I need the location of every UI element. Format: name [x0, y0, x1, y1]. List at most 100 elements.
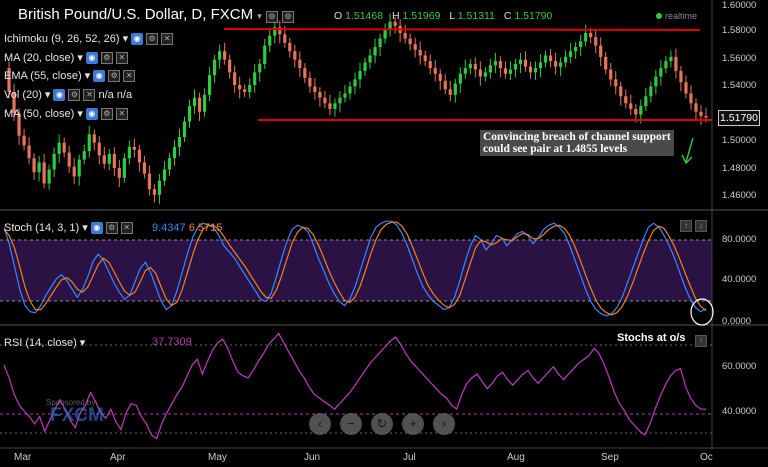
sponsored-label: Sponsored by — [46, 398, 96, 407]
candle-body — [669, 56, 673, 62]
candle-body — [263, 45, 267, 64]
candle-body — [488, 65, 492, 73]
scroll-right-button[interactable]: › — [433, 413, 455, 435]
realtime-dot-icon — [656, 13, 662, 19]
settings-icon[interactable]: ⚙ — [68, 88, 81, 101]
candle-body — [283, 34, 287, 43]
indicator-row-ma20[interactable]: MA (20, close) ▾ ◉ ⚙ ✕ — [4, 51, 128, 64]
close-icon[interactable]: ✕ — [115, 107, 128, 120]
indicator-row-ma50[interactable]: MA (50, close) ▾ ◉ ⚙ ✕ — [4, 107, 128, 120]
candle-body — [142, 162, 146, 174]
settings-icon[interactable]: ⚙ — [105, 221, 118, 234]
dropdown-icon[interactable]: ▾ — [122, 33, 129, 45]
settings-icon[interactable]: ⚙ — [100, 107, 113, 120]
reset-button[interactable]: ↻ — [371, 413, 393, 435]
candle-body — [213, 59, 217, 76]
candle-body — [288, 42, 292, 52]
close-icon[interactable]: ✕ — [123, 69, 136, 82]
candle-body — [548, 55, 553, 62]
x-tick-label: Mar — [14, 452, 32, 463]
eye-icon[interactable]: ◉ — [131, 32, 144, 45]
eye-icon[interactable]: ◉ — [93, 69, 106, 82]
candle-body — [448, 89, 452, 95]
eye-icon[interactable]: ◉ — [85, 107, 98, 120]
candle-body — [353, 79, 357, 87]
stoch-tick-label: 80.0000 — [722, 234, 757, 245]
candle-body — [57, 142, 61, 154]
candle-body — [383, 30, 387, 39]
y-tick-label: 1.54000 — [722, 80, 757, 91]
candle-body — [518, 59, 523, 64]
candle-body — [233, 72, 237, 86]
candle-body — [689, 93, 693, 104]
candle-body — [147, 173, 152, 190]
candle-body — [413, 44, 417, 50]
ohlc-open: 1.51468 — [345, 10, 384, 22]
candle-body — [313, 86, 317, 93]
close-icon[interactable]: ✕ — [115, 51, 128, 64]
settings-icon[interactable]: ⚙ — [100, 51, 113, 64]
dropdown-icon[interactable]: ▾ — [79, 337, 86, 349]
settings-icon[interactable]: ⚙ — [146, 32, 159, 45]
dropdown-icon[interactable]: ▾ — [44, 89, 51, 101]
candle-body — [493, 61, 497, 66]
ohlc-high: 1.51969 — [402, 10, 441, 22]
indicator-row-vol20[interactable]: Vol (20) ▾ ◉ ⚙ ✕ n/a n/a — [4, 88, 132, 101]
candle-body — [97, 142, 101, 156]
indicator-row-ema55[interactable]: EMA (55, close) ▾ ◉ ⚙ ✕ — [4, 69, 136, 82]
zoom-in-button[interactable]: + — [402, 413, 424, 435]
candle-body — [538, 62, 543, 69]
eye-icon[interactable]: ◉ — [53, 88, 66, 101]
candle-body — [558, 62, 563, 67]
candle-body — [528, 66, 533, 73]
close-icon[interactable]: ✕ — [161, 32, 174, 45]
dropdown-icon[interactable]: ▾ — [77, 52, 83, 64]
rsi-legend[interactable]: RSI (14, close) ▾ — [4, 336, 86, 350]
candle-body — [624, 96, 628, 104]
candle-body — [403, 32, 407, 39]
candle-body — [167, 158, 172, 170]
candle-body — [473, 63, 477, 70]
candle-body — [533, 68, 538, 73]
resistance-line — [223, 28, 701, 31]
candle-body — [323, 97, 327, 104]
candle-body — [132, 146, 136, 150]
candle-body — [177, 137, 182, 147]
candle-body — [268, 35, 272, 46]
candle-body — [223, 51, 227, 60]
candle-body — [197, 97, 202, 112]
panel-collapse-icon[interactable]: ↑ — [695, 335, 707, 347]
candle-body — [112, 153, 116, 169]
eye-icon[interactable]: ◉ — [90, 221, 103, 234]
indicator-row-ichimoku[interactable]: Ichimoku (9, 26, 52, 26) ▾ ◉ ⚙ ✕ — [4, 32, 174, 45]
panel-up-icon[interactable]: ↑ — [680, 220, 692, 232]
close-icon[interactable]: ✕ — [83, 88, 96, 101]
candle-body — [122, 158, 126, 178]
title-dropdown-icon[interactable]: ▾ — [257, 11, 262, 21]
candle-body — [674, 56, 678, 71]
stoch-d-line — [3, 221, 707, 316]
stoch-legend[interactable]: Stoch (14, 3, 1) ▾ ◉ ⚙ ✕ — [4, 221, 133, 234]
candle-body — [157, 180, 162, 195]
dropdown-icon[interactable]: ▾ — [82, 222, 88, 234]
eye-icon[interactable]: ◉ — [85, 51, 98, 64]
zoom-out-button[interactable]: − — [340, 413, 362, 435]
settings-icon[interactable]: ⚙ — [108, 69, 121, 82]
indicator-label: MA (20, close) — [4, 51, 75, 64]
ohlc-readout: O 1.51468 H 1.51969 L 1.51311 C 1.51790 — [328, 10, 552, 22]
scroll-left-button[interactable]: ‹ — [309, 413, 331, 435]
stoch-tick-label: 40.0000 — [722, 274, 757, 285]
dropdown-icon[interactable]: ▾ — [77, 108, 83, 120]
candle-body — [308, 77, 312, 87]
close-icon[interactable]: ✕ — [120, 221, 133, 234]
stoch-tick-label: 0.0000 — [722, 316, 752, 327]
dropdown-icon[interactable]: ▾ — [84, 70, 91, 82]
candle-body — [589, 32, 593, 38]
candle-body — [37, 162, 41, 173]
candle-body — [192, 97, 197, 107]
x-tick-label: Oc — [700, 452, 713, 463]
panel-down-icon[interactable]: ↓ — [695, 220, 707, 232]
candle-body — [187, 106, 192, 122]
gear-icon[interactable]: ⚙ — [282, 11, 295, 23]
settings-icon[interactable]: ⚙ — [265, 11, 278, 23]
